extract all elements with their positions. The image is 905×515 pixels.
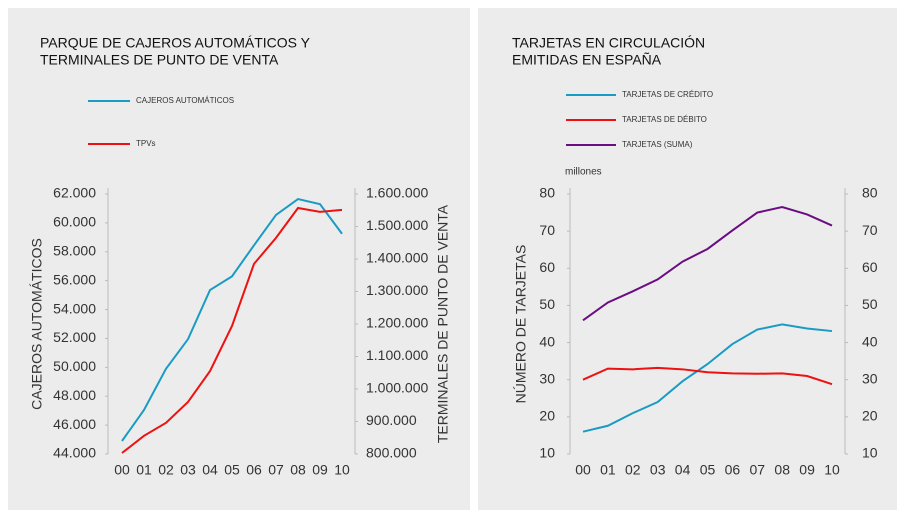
- series-line: [582, 205, 833, 322]
- x-tick-label: 08: [290, 462, 306, 478]
- x-tick-label: 04: [202, 462, 218, 478]
- x-tick-label: 07: [750, 462, 766, 478]
- legend-label: TARJETAS (SUMA): [622, 140, 693, 149]
- y-tick-label: 70: [539, 222, 555, 238]
- y2-axis-title: TERMINALES DE PUNTO DE VENTA: [435, 204, 451, 443]
- y-tick-label: 44.000: [53, 445, 96, 461]
- y-tick-label: 20: [539, 408, 555, 424]
- y2-tick-label: 20: [862, 408, 878, 424]
- y-tick-label: 52.000: [53, 329, 96, 345]
- y2-tick-label: 1.400.000: [366, 250, 428, 266]
- chart-title: TARJETAS EN CIRCULACIÓN: [512, 35, 705, 51]
- x-tick-label: 08: [774, 462, 790, 478]
- chart-title: PARQUE DE CAJEROS AUTOMÁTICOS Y: [40, 35, 311, 51]
- y-tick-label: 30: [539, 370, 555, 386]
- y-tick-label: 80: [539, 185, 555, 201]
- y-tick-label: 40: [539, 333, 555, 349]
- y-tick-label: 60: [539, 259, 555, 275]
- y2-tick-label: 1.000.000: [366, 380, 428, 396]
- y2-tick-label: 1.500.000: [366, 217, 428, 233]
- x-tick-label: 09: [799, 462, 815, 478]
- y-tick-label: 50: [539, 296, 555, 312]
- x-tick-label: 09: [312, 462, 328, 478]
- x-tick-label: 06: [246, 462, 262, 478]
- series-line: [121, 206, 343, 454]
- x-tick-label: 03: [650, 462, 666, 478]
- y2-tick-label: 1.200.000: [366, 315, 428, 331]
- y2-tick-label: 70: [862, 222, 878, 238]
- y2-tick-label: 50: [862, 296, 878, 312]
- y-tick-label: 62.000: [53, 185, 96, 201]
- chart-title: EMITIDAS EN ESPAÑA: [512, 52, 662, 68]
- x-tick-label: 01: [136, 462, 152, 478]
- legend-label: CAJEROS AUTOMÁTICOS: [136, 96, 234, 105]
- x-tick-label: 00: [575, 462, 591, 478]
- panel: [8, 8, 470, 510]
- x-tick-label: 03: [180, 462, 196, 478]
- x-tick-label: 10: [334, 462, 350, 478]
- y-tick-label: 50.000: [53, 358, 96, 374]
- y2-tick-label: 1.600.000: [366, 185, 428, 201]
- y-tick-label: 60.000: [53, 214, 96, 230]
- y2-tick-label: 800.000: [366, 445, 417, 461]
- x-tick-label: 07: [268, 462, 284, 478]
- x-tick-label: 06: [725, 462, 741, 478]
- y-tick-label: 48.000: [53, 387, 96, 403]
- y2-tick-label: 1.100.000: [366, 347, 428, 363]
- chart-title: TERMINALES DE PUNTO DE VENTA: [40, 52, 279, 68]
- y2-tick-label: 1.300.000: [366, 282, 428, 298]
- y-tick-label: 54.000: [53, 300, 96, 316]
- y-tick-label: 56.000: [53, 271, 96, 287]
- x-tick-label: 05: [700, 462, 716, 478]
- legend-label: TARJETAS DE CRÉDITO: [622, 90, 713, 99]
- x-tick-label: 01: [600, 462, 616, 478]
- x-tick-label: 02: [158, 462, 174, 478]
- x-tick-label: 10: [824, 462, 840, 478]
- y2-tick-label: 30: [862, 370, 878, 386]
- y2-tick-label: 40: [862, 333, 878, 349]
- series-line: [582, 323, 833, 433]
- series-line: [121, 197, 343, 442]
- x-tick-label: 00: [114, 462, 130, 478]
- y-tick-label: 10: [539, 445, 555, 461]
- y-tick-label: 46.000: [53, 416, 96, 432]
- legend-label: TPVs: [136, 139, 156, 148]
- x-tick-label: 02: [625, 462, 641, 478]
- legend-label: TARJETAS DE DÉBITO: [622, 115, 707, 124]
- y2-tick-label: 80: [862, 185, 878, 201]
- y-axis-title: CAJEROS AUTOMÁTICOS: [29, 238, 45, 410]
- series-line: [582, 366, 833, 386]
- y2-tick-label: 60: [862, 259, 878, 275]
- axis-unit: millones: [565, 167, 602, 178]
- y-tick-label: 58.000: [53, 242, 96, 258]
- x-tick-label: 04: [675, 462, 691, 478]
- x-tick-label: 05: [224, 462, 240, 478]
- y2-tick-label: 900.000: [366, 412, 417, 428]
- y2-tick-label: 10: [862, 445, 878, 461]
- y-axis-title: NÚMERO DE TARJETAS: [513, 245, 529, 404]
